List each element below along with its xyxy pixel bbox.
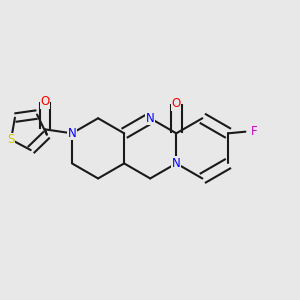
Text: F: F <box>251 125 258 138</box>
Text: O: O <box>172 98 181 110</box>
Text: N: N <box>146 112 154 125</box>
Text: N: N <box>68 127 76 140</box>
Text: O: O <box>40 95 50 108</box>
Text: N: N <box>172 157 181 170</box>
Text: S: S <box>8 133 15 146</box>
